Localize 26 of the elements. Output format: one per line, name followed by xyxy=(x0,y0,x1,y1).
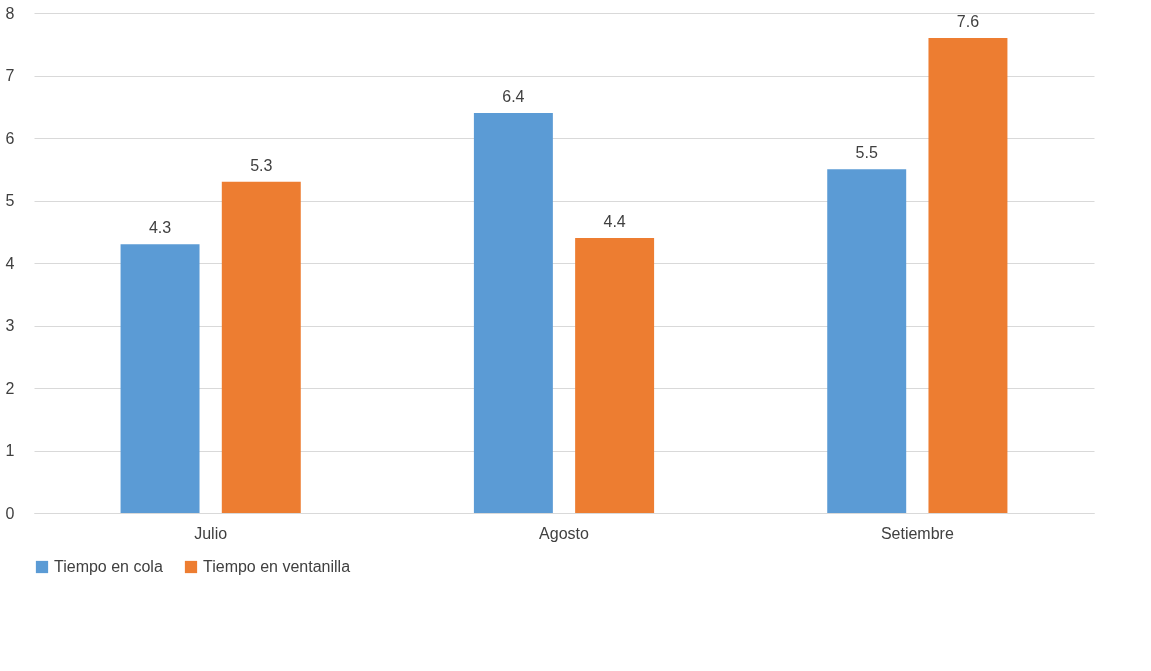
bar xyxy=(473,113,553,513)
bar xyxy=(221,181,301,513)
y-tick-label: 1 xyxy=(5,442,15,459)
y-tick-label: 6 xyxy=(5,129,15,147)
bar xyxy=(575,238,655,513)
data-label: 6.4 xyxy=(502,88,525,105)
bar xyxy=(827,169,907,513)
y-tick-label: 3 xyxy=(5,317,15,334)
y-tick-label: 2 xyxy=(5,379,15,397)
bar xyxy=(928,38,1008,513)
bar xyxy=(120,244,200,513)
y-tick-label: 4 xyxy=(5,254,15,272)
x-tick-label: Agosto xyxy=(539,524,590,542)
x-tick-label: Setiembre xyxy=(880,524,954,542)
data-label: 4.3 xyxy=(148,219,172,237)
data-label: 5.3 xyxy=(250,156,273,174)
y-tick-label: 8 xyxy=(5,4,15,22)
y-tick-label: 7 xyxy=(5,67,15,84)
legend-label: Tiempo en ventanilla xyxy=(203,558,351,575)
x-tick-label: Julio xyxy=(194,524,228,542)
legend-label: Tiempo en cola xyxy=(54,558,163,575)
data-label: 4.4 xyxy=(603,213,626,230)
data-label: 7.6 xyxy=(956,13,980,30)
data-label: 5.5 xyxy=(855,144,878,162)
y-tick-label: 0 xyxy=(5,504,15,522)
y-tick-label: 5 xyxy=(5,192,15,209)
